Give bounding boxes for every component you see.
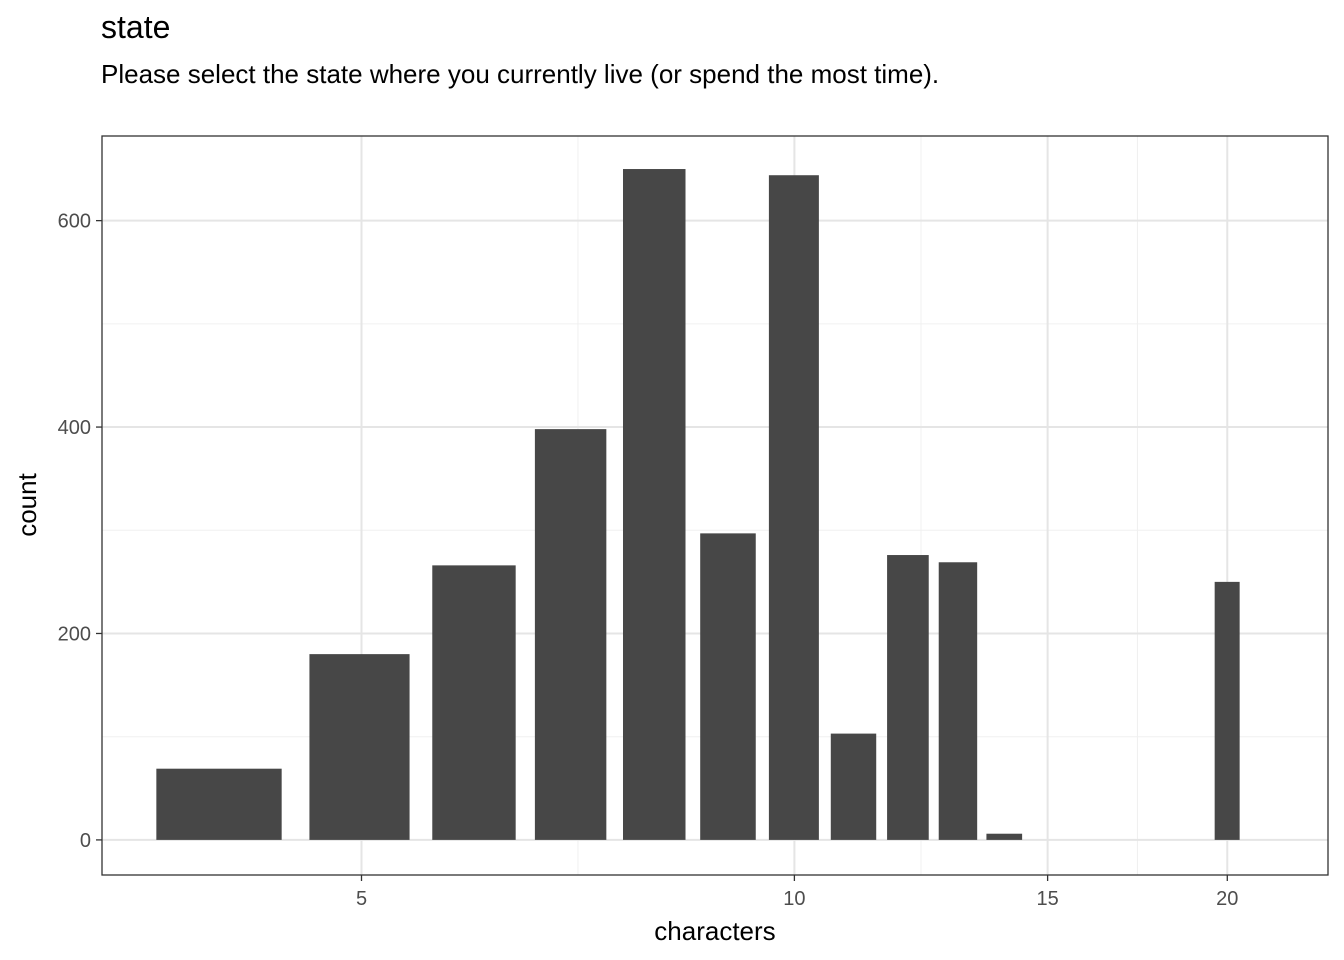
bar [309,654,410,840]
x-axis: 5 10 15 20 [356,875,1238,910]
y-tick-label: 0 [80,830,91,852]
y-tick-label: 600 [58,211,91,233]
y-tick-label: 400 [58,417,91,439]
chart-title: state [101,9,171,45]
bar [830,733,877,840]
bar [938,562,978,840]
bar [534,429,607,840]
x-tick-label: 5 [356,888,367,910]
bar [622,169,686,840]
bar [887,555,929,840]
plot-panel-border [101,135,1329,876]
x-tick-label: 20 [1216,888,1238,910]
y-tick-label: 200 [58,623,91,645]
chart-subtitle: Please select the state where you curren… [101,59,940,89]
bar [986,833,1023,840]
bar [432,565,516,840]
y-axis: 0 200 400 600 [58,211,102,852]
y-axis-title: count [12,472,42,536]
bar [156,768,282,840]
bar [768,175,819,840]
x-axis-title: characters [654,916,775,946]
bars [156,169,1240,840]
bar [1214,581,1240,840]
bar [700,533,756,840]
x-tick-label: 10 [783,888,805,910]
x-tick-label: 15 [1036,888,1058,910]
